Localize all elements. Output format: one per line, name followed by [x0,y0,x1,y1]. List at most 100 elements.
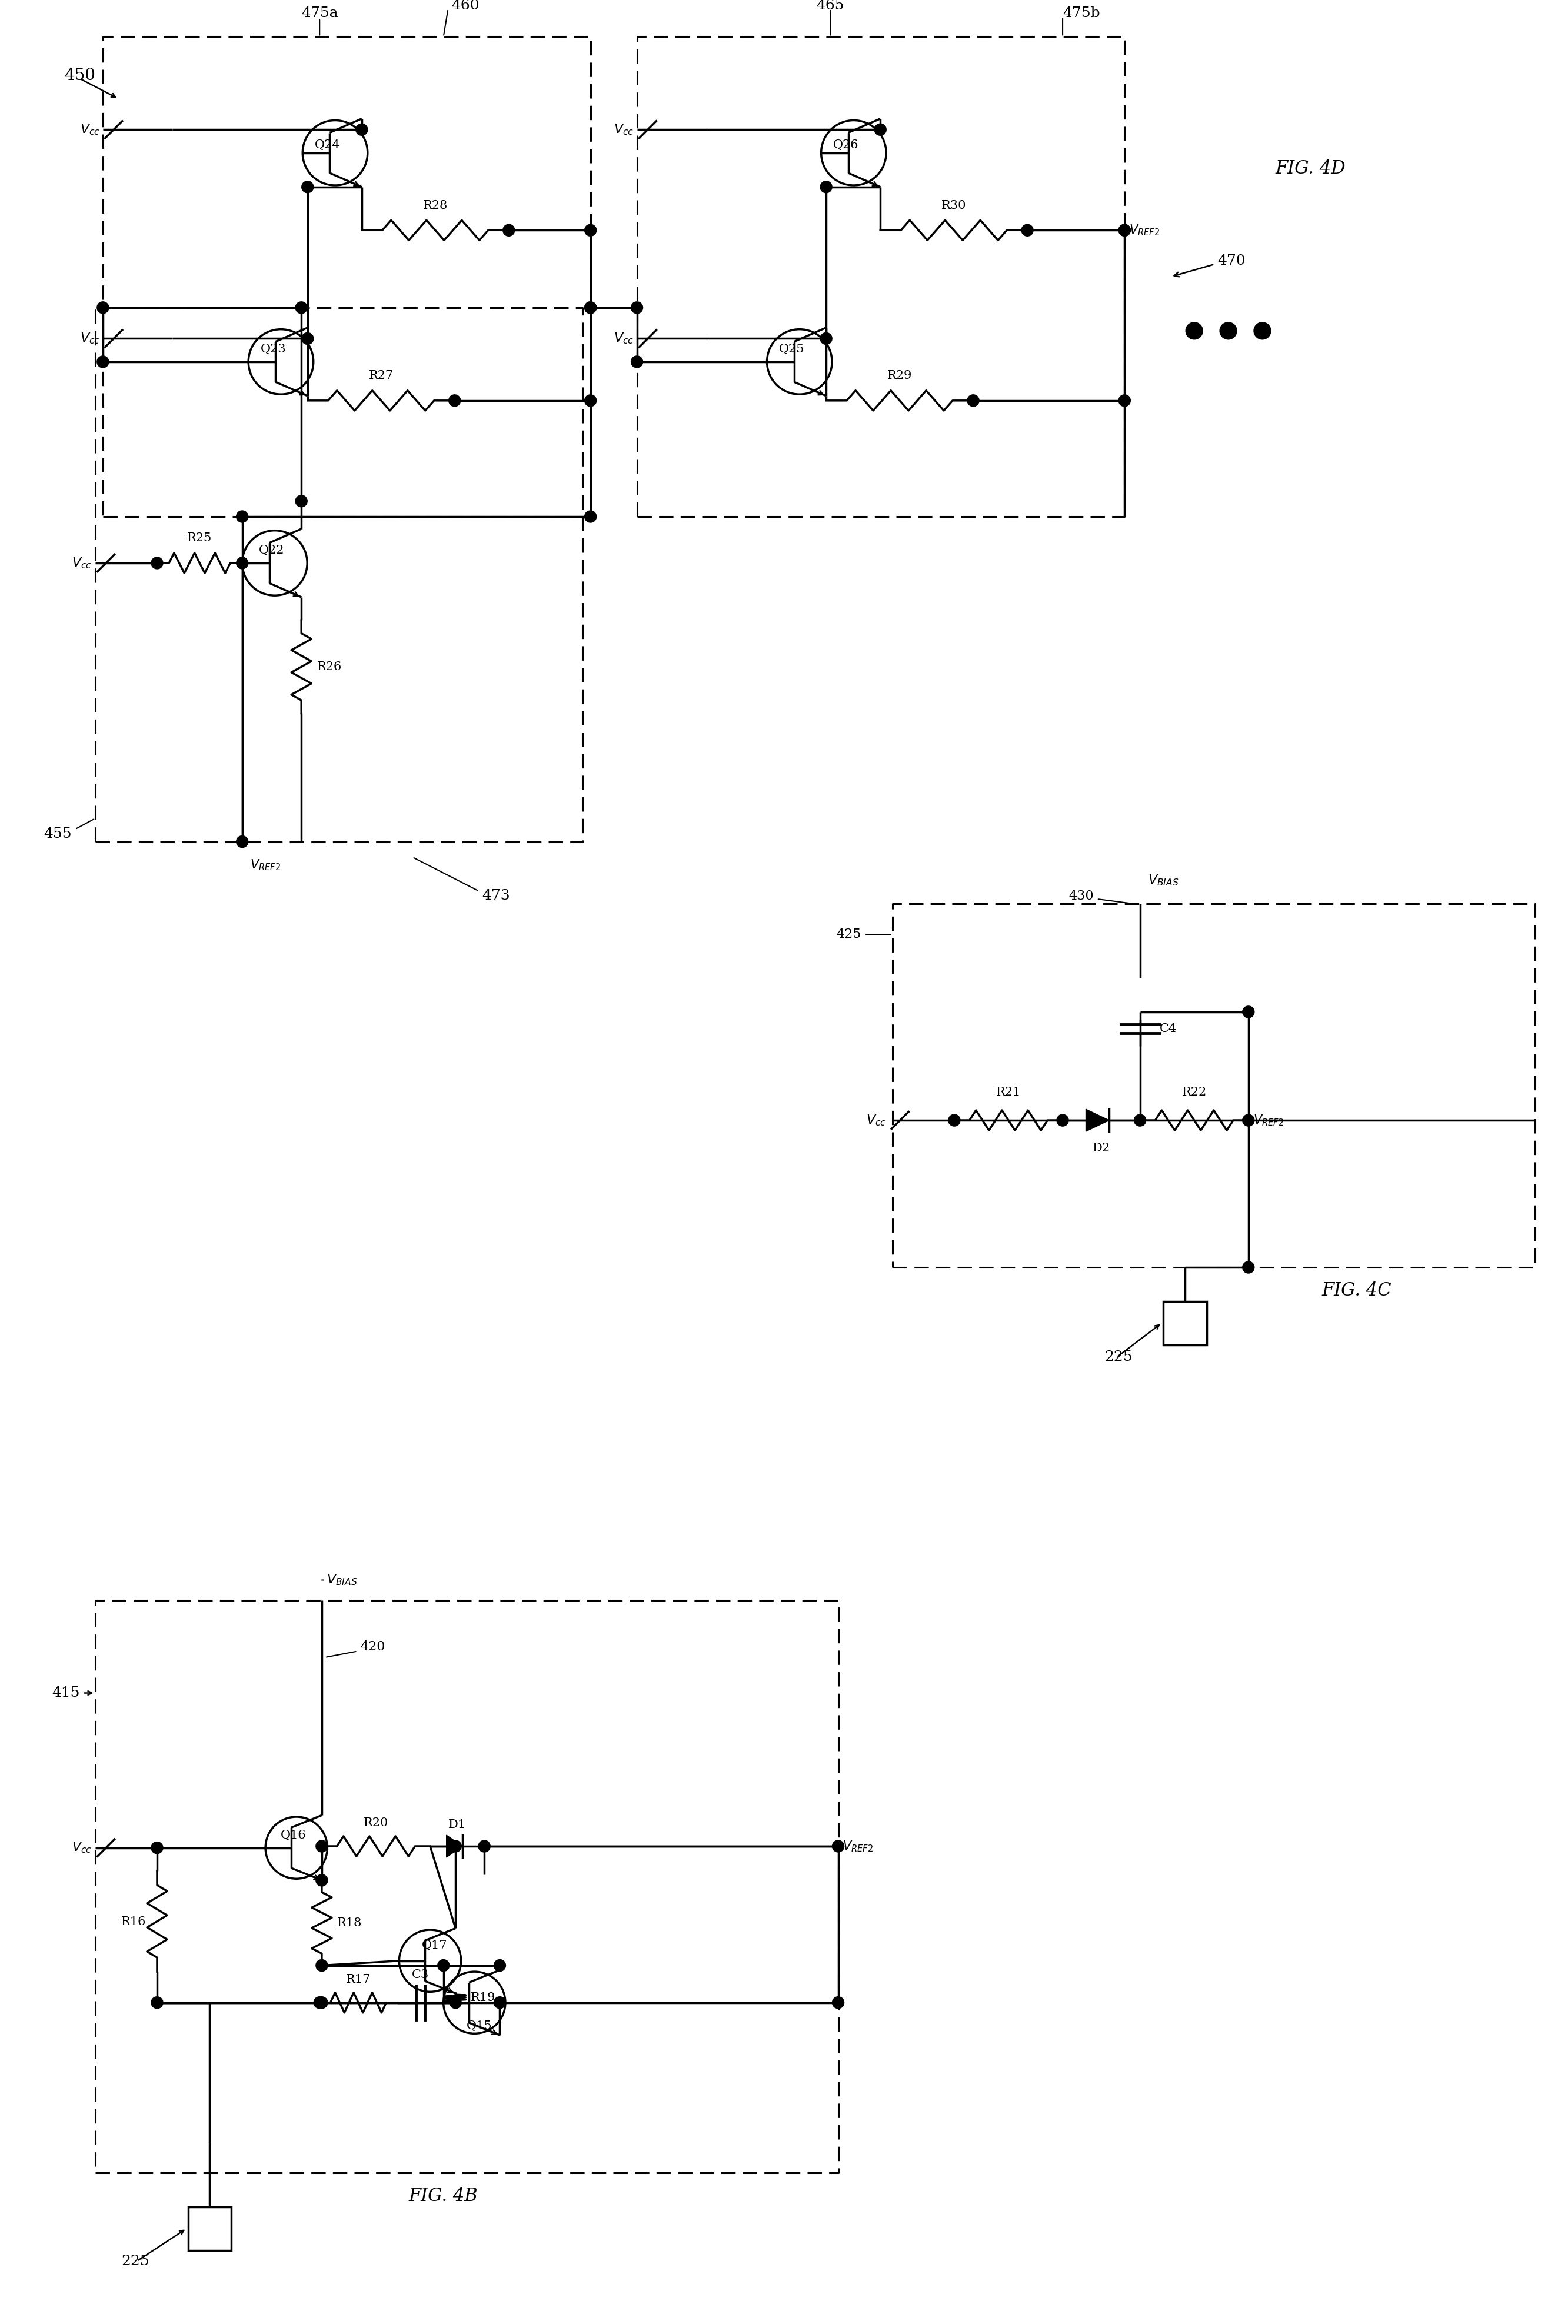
Text: C3: C3 [412,1968,428,1980]
Circle shape [585,511,596,523]
Text: R25: R25 [187,532,212,544]
Text: 425: 425 [836,927,861,941]
Text: Q24: Q24 [315,139,340,151]
Circle shape [1021,225,1033,237]
Circle shape [450,1996,461,2008]
Text: Q25: Q25 [779,344,804,356]
Circle shape [820,181,833,193]
Circle shape [630,302,643,314]
Text: R16: R16 [121,1917,146,1927]
Circle shape [630,356,643,367]
Circle shape [1118,395,1131,407]
Circle shape [301,181,314,193]
Text: 450: 450 [64,67,96,84]
Circle shape [151,558,163,569]
Text: 415: 415 [52,1687,80,1699]
Circle shape [314,1996,326,2008]
Circle shape [494,1996,505,2008]
Text: R29: R29 [887,370,913,381]
Circle shape [585,395,596,407]
Circle shape [478,1841,491,1852]
Circle shape [967,395,978,407]
Circle shape [585,225,596,237]
Circle shape [1220,323,1237,339]
Text: $V_{cc}$: $V_{cc}$ [613,123,633,137]
Text: $V_{BIAS}$: $V_{BIAS}$ [1148,874,1179,888]
Circle shape [494,1959,505,1971]
Circle shape [295,302,307,314]
Text: FIG. 4B: FIG. 4B [409,2187,478,2205]
Circle shape [585,302,596,314]
Circle shape [237,558,248,569]
Text: FIG. 4C: FIG. 4C [1322,1281,1392,1299]
Circle shape [295,495,307,507]
Circle shape [503,225,514,237]
Text: FIG. 4D: FIG. 4D [1275,158,1345,177]
Text: 475a: 475a [301,7,339,21]
Circle shape [315,1959,328,1971]
Circle shape [820,332,833,344]
Circle shape [949,1116,960,1127]
Text: R20: R20 [364,1817,389,1829]
Circle shape [315,1841,328,1852]
Circle shape [448,395,461,407]
Circle shape [315,1996,328,2008]
Text: 455: 455 [44,827,72,841]
Text: 473: 473 [481,890,510,902]
Text: 225: 225 [121,2254,149,2268]
Circle shape [1057,1116,1068,1127]
Circle shape [1118,225,1131,237]
Circle shape [1254,323,1270,339]
Circle shape [833,1841,844,1852]
Circle shape [585,302,596,314]
Circle shape [1242,1116,1254,1127]
Text: $V_{cc}$: $V_{cc}$ [80,123,100,137]
Text: Q17: Q17 [422,1941,447,1950]
Text: Q22: Q22 [259,546,284,555]
Text: R26: R26 [317,662,342,672]
Text: R28: R28 [423,200,448,211]
Text: 430: 430 [1068,890,1093,902]
Text: $V_{cc}$: $V_{cc}$ [80,332,100,346]
Text: 225: 225 [1104,1350,1132,1364]
Circle shape [1134,1116,1146,1127]
Circle shape [1185,323,1203,339]
Text: R17: R17 [347,1973,370,1985]
Text: R27: R27 [368,370,394,381]
Text: 465: 465 [817,0,845,12]
Text: Q26: Q26 [833,139,859,151]
Text: R18: R18 [337,1917,362,1929]
Circle shape [450,1841,461,1852]
Text: Q23: Q23 [260,344,285,356]
Text: $V_{REF2}$: $V_{REF2}$ [844,1838,873,1852]
Circle shape [301,332,314,344]
Circle shape [356,123,367,135]
Text: 460: 460 [452,0,480,12]
Circle shape [833,1996,844,2008]
Text: $V_{BIAS}$: $V_{BIAS}$ [326,1573,358,1587]
Text: $V_{REF2}$: $V_{REF2}$ [249,858,281,872]
Text: $V_{cc}$: $V_{cc}$ [72,555,93,569]
Circle shape [875,123,886,135]
Circle shape [151,1996,163,2008]
Text: D2: D2 [1093,1143,1110,1153]
Circle shape [437,1959,450,1971]
Text: D1: D1 [448,1820,466,1831]
Bar [1163,1301,1207,1346]
Text: 475b: 475b [1063,7,1101,21]
Circle shape [1118,225,1131,237]
Polygon shape [447,1836,463,1857]
Text: Q15: Q15 [466,2020,492,2031]
Text: $V_{cc}$: $V_{cc}$ [866,1113,886,1127]
Circle shape [237,511,248,523]
Circle shape [97,356,108,367]
Text: $V_{cc}$: $V_{cc}$ [613,332,633,346]
Text: R19: R19 [470,1992,495,2003]
Circle shape [151,1843,163,1855]
Text: 420: 420 [361,1641,386,1652]
Circle shape [97,302,108,314]
Bar [188,2208,232,2250]
Text: $V_{REF2}$: $V_{REF2}$ [1253,1113,1284,1127]
Circle shape [1242,1006,1254,1018]
Text: Q16: Q16 [281,1829,306,1841]
